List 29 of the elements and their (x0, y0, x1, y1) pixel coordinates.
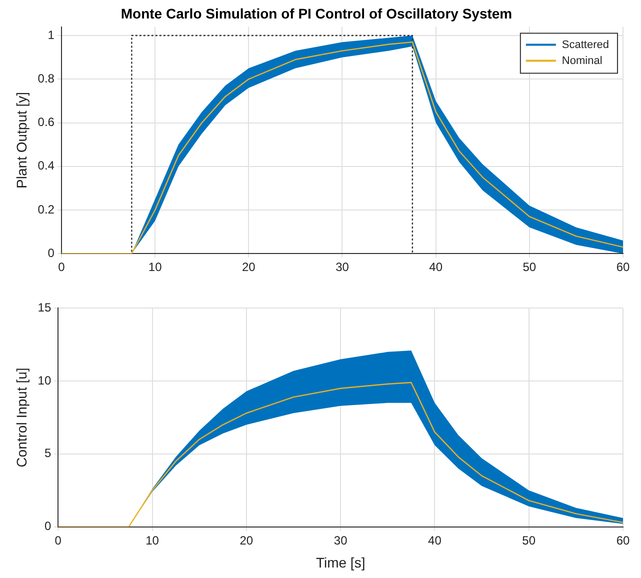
y-tick-label: 0.4 (38, 158, 55, 173)
y-tick-label: 0 (48, 246, 55, 260)
y-axis-title: Control Input [u] (13, 368, 30, 468)
x-tick-label: 30 (336, 260, 350, 274)
x-tick-label: 20 (240, 533, 254, 548)
y-tick-label: 1 (48, 28, 55, 42)
x-axis-title: Time [s] (316, 554, 366, 570)
y-tick-label: 10 (38, 373, 52, 388)
chart-title: Monte Carlo Simulation of PI Control of Oscillatory System (120, 5, 512, 22)
y-tick-label: 15 (38, 300, 52, 315)
y-tick-label: 0.8 (38, 71, 55, 86)
y-tick-label: 5 (44, 446, 52, 460)
x-tick-label: 30 (334, 533, 348, 548)
x-tick-label: 60 (616, 260, 630, 274)
x-tick-label: 40 (428, 533, 442, 548)
x-tick-label: 50 (522, 533, 536, 548)
legend-label: Scattered (562, 38, 610, 51)
legend-label: Nominal (562, 54, 602, 67)
x-tick-label: 0 (58, 260, 66, 274)
x-tick-label: 50 (522, 260, 536, 274)
x-tick-label: 10 (148, 260, 162, 274)
x-tick-label: 20 (242, 260, 256, 274)
y-tick-label: 0 (44, 519, 52, 534)
x-tick-label: 40 (429, 260, 443, 274)
x-tick-label: 60 (616, 533, 630, 548)
x-tick-label: 10 (146, 533, 160, 548)
y-tick-label: 0.2 (38, 202, 55, 216)
y-tick-label: 0.6 (38, 115, 55, 130)
y-axis-title: Plant Output [y] (13, 92, 30, 188)
